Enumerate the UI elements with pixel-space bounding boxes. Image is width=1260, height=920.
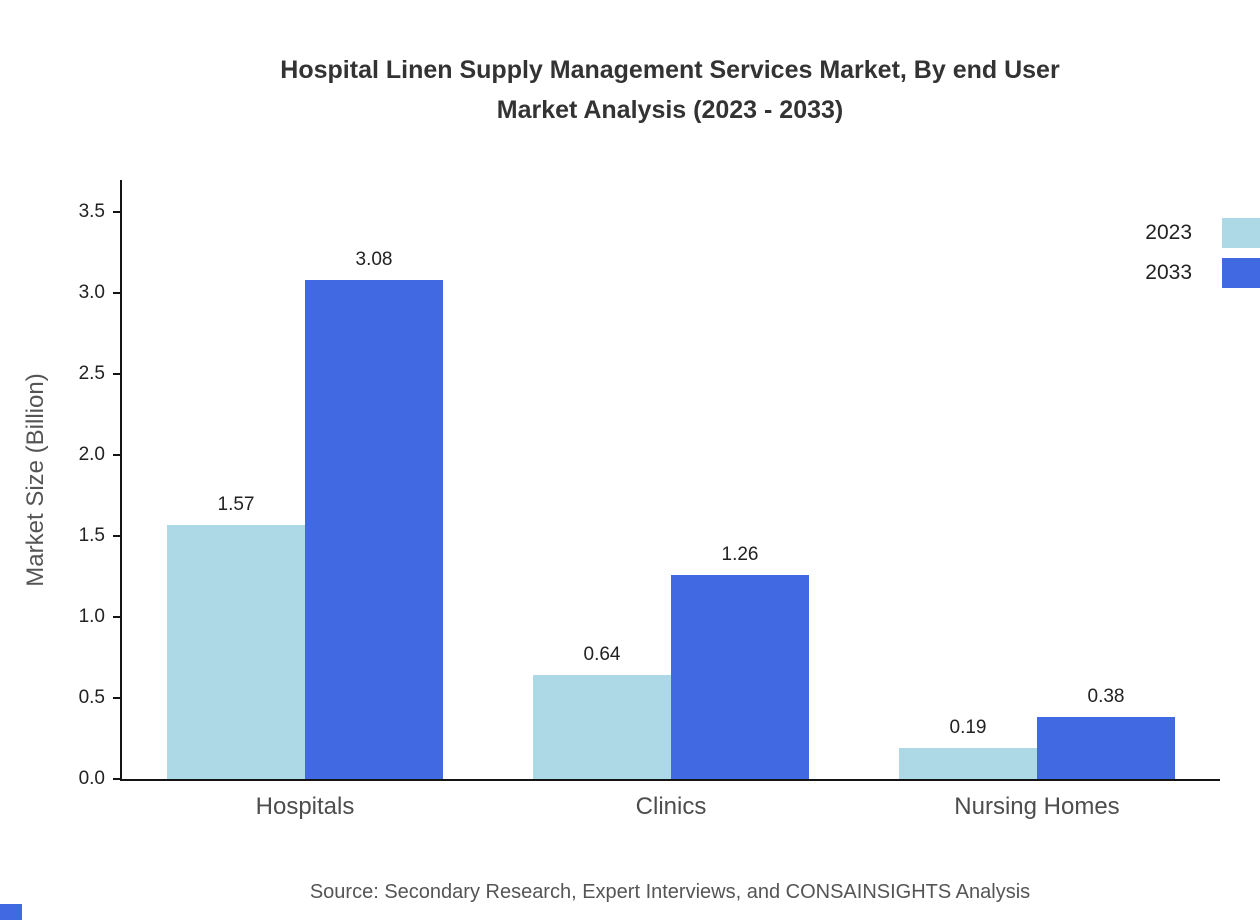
y-tick: 1.5	[71, 525, 122, 547]
legend-label-2023: 2023	[1145, 221, 1192, 244]
y-tick-label: 3.0	[78, 282, 105, 304]
bar-2033-nursing-homes: 0.38	[1037, 686, 1175, 779]
bar-value-label: 1.26	[721, 544, 759, 566]
chart-title-line2: Market Analysis (2023 - 2033)	[496, 96, 844, 124]
y-tick-mark	[113, 697, 122, 700]
source-attribution: Source: Secondary Research, Expert Inter…	[309, 881, 1031, 903]
bar-2023-hospitals: 1.57	[167, 494, 305, 779]
y-tick: 0.0	[71, 768, 122, 790]
chart-title-line1: Hospital Linen Supply Management Service…	[280, 56, 1060, 84]
category-label-nursing-homes: Nursing Homes	[954, 793, 1120, 820]
bar-group-hospitals: 1.57 3.08	[122, 180, 488, 779]
y-tick-label: 2.0	[78, 444, 105, 466]
y-tick: 2.0	[71, 444, 122, 466]
legend: 2023 2033	[1145, 218, 1260, 288]
bar-group-nursing-homes: 0.19 0.38	[854, 180, 1220, 779]
y-tick-mark	[113, 616, 122, 619]
y-tick: 1.0	[71, 606, 122, 628]
bar-2033-hospitals: 3.08	[305, 249, 443, 779]
y-axis-label: Market Size (Billion)	[22, 373, 49, 587]
bar-value-label: 0.64	[583, 644, 621, 666]
y-tick-label: 0.0	[78, 768, 105, 789]
y-tick-label: 1.5	[78, 525, 105, 547]
y-tick: 3.5	[71, 201, 122, 223]
bar-value-label: 0.19	[949, 717, 987, 739]
chart-title: Hospital Linen Supply Management Service…	[80, 50, 1260, 130]
y-tick-mark	[113, 292, 122, 295]
y-tick-label: 2.5	[78, 363, 105, 385]
category-label-clinics: Clinics	[635, 793, 707, 820]
y-tick: 2.5	[71, 363, 122, 385]
y-tick-label: 3.5	[78, 201, 105, 223]
y-tick-label: 1.0	[78, 606, 105, 628]
bar-value-label: 1.57	[217, 493, 255, 515]
plot-area: 0.0 0.5 1.0 1.5 2.0 2.5 3.0 3.5 1.57 3.08 0.64 1.2…	[79, 180, 1220, 820]
legend-swatch-2033	[1222, 258, 1260, 288]
legend-item-2033: 2033	[1145, 258, 1260, 288]
y-tick-label: 0.5	[78, 687, 105, 709]
y-tick-mark	[113, 535, 122, 538]
bar-2023-nursing-homes: 0.19	[899, 717, 1037, 779]
bar-group-clinics: 0.64 1.26	[488, 180, 854, 779]
corner-logo	[0, 904, 22, 920]
y-tick-mark	[113, 373, 122, 376]
bar-value-label: 3.08	[355, 249, 393, 271]
legend-swatch-2023	[1222, 218, 1260, 248]
category-label-hospitals: Hospitals	[255, 793, 355, 820]
y-tick-mark	[113, 211, 122, 214]
bar-2033-clinics: 1.26	[671, 544, 809, 779]
bar-value-label: 0.38	[1087, 686, 1125, 708]
y-tick-mark	[113, 778, 122, 780]
bar-groups: 1.57 3.08 0.64 1.26 0.19 0.38	[122, 180, 1220, 779]
y-tick: 3.0	[71, 282, 122, 304]
bar-2023-clinics: 0.64	[533, 644, 671, 779]
x-axis-category-labels: Hospitals Clinics Nursing Homes	[122, 779, 1220, 821]
y-tick-mark	[113, 454, 122, 457]
legend-label-2033: 2033	[1145, 261, 1192, 284]
y-tick: 0.5	[71, 687, 122, 709]
legend-item-2023: 2023	[1145, 218, 1260, 248]
y-axis-ticks: 0.0 0.5 1.0 1.5 2.0 2.5 3.0 3.5	[79, 180, 1220, 789]
